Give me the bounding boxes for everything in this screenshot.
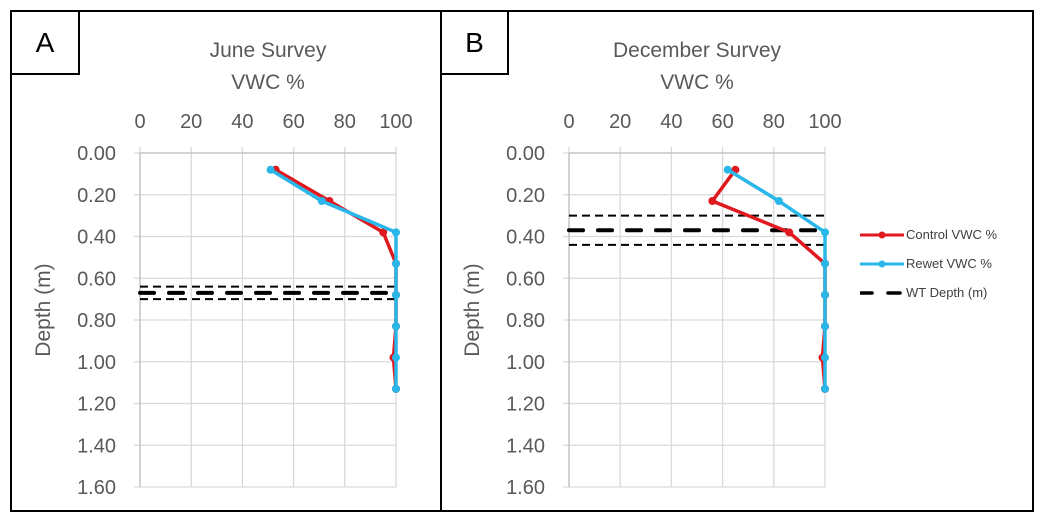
legend-item-wt: WT Depth (m) xyxy=(860,278,997,307)
chart-a-x-tick-label: 100 xyxy=(379,111,412,133)
legend: Control VWC % Rewet VWC % WT Depth (m) xyxy=(860,220,997,307)
panel-label-a: A xyxy=(12,12,80,75)
chart-a-y-tick-label: 0.80 xyxy=(77,310,116,332)
chart-b-rewet-point xyxy=(774,197,783,206)
chart-b-x-tick-label: 60 xyxy=(711,111,733,133)
chart-b-x-tick-label: 80 xyxy=(763,111,785,133)
legend-swatch-rewet xyxy=(860,260,904,267)
legend-item-rewet: Rewet VWC % xyxy=(860,249,997,278)
chart-a-x-axis-title: VWC % xyxy=(231,71,305,94)
chart-a-x-tick-label: 80 xyxy=(334,111,356,133)
chart-a-y-axis-title: Depth (m) xyxy=(32,263,55,356)
legend-item-control: Control VWC % xyxy=(860,220,997,249)
legend-swatch-control xyxy=(860,231,904,238)
chart-a-title: June Survey xyxy=(210,39,327,62)
chart-b-y-axis-title: Depth (m) xyxy=(461,263,484,356)
chart-a-y-tick-label: 1.60 xyxy=(77,477,116,499)
chart-b-y-tick-label: 0.20 xyxy=(506,185,545,207)
chart-b-control-line xyxy=(710,168,827,390)
chart-a-y-tick-label: 0.60 xyxy=(77,268,116,290)
legend-label-rewet: Rewet VWC % xyxy=(906,256,992,271)
chart-b-rewet-point xyxy=(821,322,829,331)
chart-b-x-tick-label: 100 xyxy=(808,111,841,133)
chart-a-x-tick-label: 60 xyxy=(282,111,304,133)
chart-b-control-point xyxy=(785,228,794,237)
chart-a-x-tick-label: 0 xyxy=(134,111,145,133)
chart-b-y-tick-label: 0.00 xyxy=(506,143,545,165)
chart-a-y-tick-label: 1.20 xyxy=(77,394,116,416)
chart-a-y-tick-label: 1.40 xyxy=(77,435,116,457)
chart-b-y-tick-label: 1.20 xyxy=(506,394,545,416)
chart-a-rewet-point xyxy=(392,384,400,393)
chart-a-x-tick-label: 40 xyxy=(231,111,253,133)
chart-b-y-tick-label: 1.40 xyxy=(506,435,545,457)
chart-b-y-tick-label: 0.80 xyxy=(506,310,545,332)
panel-b: B xyxy=(440,10,1034,512)
chart-a-rewet-point xyxy=(392,228,400,237)
legend-label-control: Control VWC % xyxy=(906,227,998,242)
chart-b-rewet-point xyxy=(821,290,829,299)
chart-b-x-tick-label: 40 xyxy=(660,111,682,133)
chart-b-title: December Survey xyxy=(613,39,782,62)
chart-b-rewet-point xyxy=(821,259,829,268)
legend-swatch-wt xyxy=(860,290,904,295)
chart-b-x-axis-title: VWC % xyxy=(660,71,734,94)
chart-b-rewet-point xyxy=(821,353,829,362)
panel-a: A xyxy=(10,10,442,512)
chart-a-x-tick-label: 20 xyxy=(180,111,202,133)
chart-b-rewet-point xyxy=(821,228,829,237)
chart-b-y-tick-label: 1.00 xyxy=(506,352,545,374)
chart-a-rewet-point xyxy=(392,322,400,331)
chart-a-y-tick-label: 0.00 xyxy=(77,143,116,165)
chart-a-rewet-point xyxy=(317,197,326,206)
chart-b-control-point xyxy=(708,197,717,206)
chart-b-x-tick-label: 0 xyxy=(563,111,574,133)
chart-b-rewet-point xyxy=(723,165,732,174)
chart-a-y-tick-label: 0.40 xyxy=(77,227,116,249)
chart-a-rewet-point xyxy=(392,353,400,362)
chart-a-control-point xyxy=(379,228,388,237)
chart-b-rewet-line xyxy=(726,168,827,389)
chart-b-rewet-point xyxy=(821,384,829,393)
chart-a-y-tick-label: 1.00 xyxy=(77,352,116,374)
chart-a-rewet-point xyxy=(392,290,400,299)
panel-label-b: B xyxy=(442,12,509,75)
chart-a-rewet-point xyxy=(392,259,400,268)
chart-b-x-tick-label: 20 xyxy=(609,111,631,133)
chart-b-y-tick-label: 0.40 xyxy=(506,227,545,249)
chart-a-y-tick-label: 0.20 xyxy=(77,185,116,207)
chart-b-y-tick-label: 1.60 xyxy=(506,477,545,499)
legend-label-wt: WT Depth (m) xyxy=(906,285,988,300)
chart-b-y-tick-label: 0.60 xyxy=(506,268,545,290)
chart-a-rewet-point xyxy=(266,165,275,174)
chart-a-rewet-line xyxy=(269,168,398,389)
